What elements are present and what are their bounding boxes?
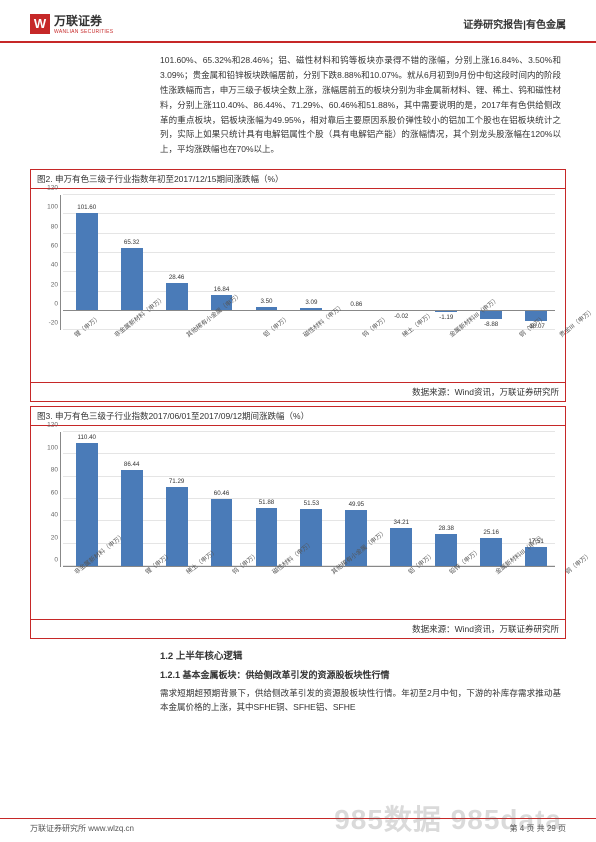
bar xyxy=(435,311,457,312)
bar-value-label: 101.60 xyxy=(77,204,96,211)
section-paragraph: 需求短期超预期背景下，供给侧改革引发的资源股板块性行情。年初至2月中旬，下游的补… xyxy=(160,686,561,716)
bar-value-label: 51.53 xyxy=(304,500,319,507)
page-footer: 万联证券研究所 www.wlzq.cn 第 4 页 共 29 页 xyxy=(0,818,596,842)
bar-column: 28.38 xyxy=(427,432,465,566)
bar-value-label: 110.40 xyxy=(77,434,95,441)
y-tick: 120 xyxy=(47,422,58,429)
sub-heading: 1.2.1 基本金属板块：供给侧改革引发的资源股板块性行情 xyxy=(160,668,561,684)
bar-value-label: 0.86 xyxy=(350,301,362,308)
bar-value-label: 16.84 xyxy=(214,286,229,293)
page-header: W 万联证券 WANLIAN SECURITIES 证券研究报告|有色金属 xyxy=(0,0,596,43)
y-tick: 100 xyxy=(47,444,58,451)
chart-2-source: 数据来源：Wind资讯，万联证券研究所 xyxy=(31,382,565,401)
x-label: 贵金III（申万） xyxy=(553,303,596,370)
bar-value-label: -0.02 xyxy=(394,313,408,320)
bar-value-label: 25.16 xyxy=(483,529,498,536)
logo-chinese: 万联证券 xyxy=(54,12,113,29)
bar-value-label: 28.46 xyxy=(169,274,184,281)
logo-mark: W xyxy=(30,14,50,34)
bar-value-label: 71.29 xyxy=(169,478,184,485)
y-tick: 80 xyxy=(51,223,58,230)
x-label: 铜（申万） xyxy=(559,547,596,607)
bar-value-label: 86.44 xyxy=(124,461,139,468)
bar-value-label: 65.32 xyxy=(124,239,139,246)
section-heading: 1.2 上半年核心逻辑 xyxy=(160,649,561,666)
y-tick: 0 xyxy=(54,557,58,564)
bar-value-label: 49.95 xyxy=(349,501,364,508)
y-tick: 100 xyxy=(47,204,58,211)
chart-3-title: 图3. 申万有色三级子行业指数2017/06/01至2017/09/12期间涨跌… xyxy=(31,407,565,426)
chart-3-source: 数据来源：Wind资讯，万联证券研究所 xyxy=(31,619,565,638)
bar-value-label: 3.09 xyxy=(305,299,317,306)
bar-column: 51.88 xyxy=(248,432,286,566)
y-tick: 0 xyxy=(54,300,58,307)
chart-2-title: 图2. 申万有色三级子行业指数年初至2017/12/15期间涨跌幅（%） xyxy=(31,170,565,189)
bar-value-label: 34.21 xyxy=(394,519,409,526)
bar-column: 71.29 xyxy=(158,432,196,566)
bar-value-label: -1.19 xyxy=(439,314,453,321)
bar-value-label: 28.38 xyxy=(438,525,453,532)
logo: W 万联证券 WANLIAN SECURITIES xyxy=(30,12,113,35)
header-right-text: 证券研究报告|有色金属 xyxy=(463,16,566,31)
y-tick: -20 xyxy=(49,320,58,327)
footer-left: 万联证券研究所 www.wlzq.cn xyxy=(30,823,134,834)
y-tick: 60 xyxy=(51,242,58,249)
chart-3: 图3. 申万有色三级子行业指数2017/06/01至2017/09/12期间涨跌… xyxy=(30,406,566,639)
logo-pinyin: WANLIAN SECURITIES xyxy=(54,29,113,35)
bar-value-label: 3.50 xyxy=(260,298,272,305)
y-tick: 40 xyxy=(51,512,58,519)
y-tick: 60 xyxy=(51,489,58,496)
bar xyxy=(76,213,98,311)
y-tick: 80 xyxy=(51,467,58,474)
bar-column: 25.16 xyxy=(472,432,510,566)
bar-value-label: 60.46 xyxy=(214,490,229,497)
paragraph-1: 101.60%、65.32%和28.46%；铝、磁性材料和钨等板块亦录得不错的涨… xyxy=(0,43,596,165)
y-tick: 20 xyxy=(51,281,58,288)
bar xyxy=(121,248,143,311)
bar-value-label: 51.88 xyxy=(259,499,274,506)
section-block: 1.2 上半年核心逻辑 1.2.1 基本金属板块：供给侧改革引发的资源股板块性行… xyxy=(0,643,596,723)
footer-right: 第 4 页 共 29 页 xyxy=(510,823,566,834)
y-tick: 40 xyxy=(51,262,58,269)
y-tick: 20 xyxy=(51,534,58,541)
chart-2: 图2. 申万有色三级子行业指数年初至2017/12/15期间涨跌幅（%） -20… xyxy=(30,169,566,402)
y-tick: 120 xyxy=(47,185,58,192)
